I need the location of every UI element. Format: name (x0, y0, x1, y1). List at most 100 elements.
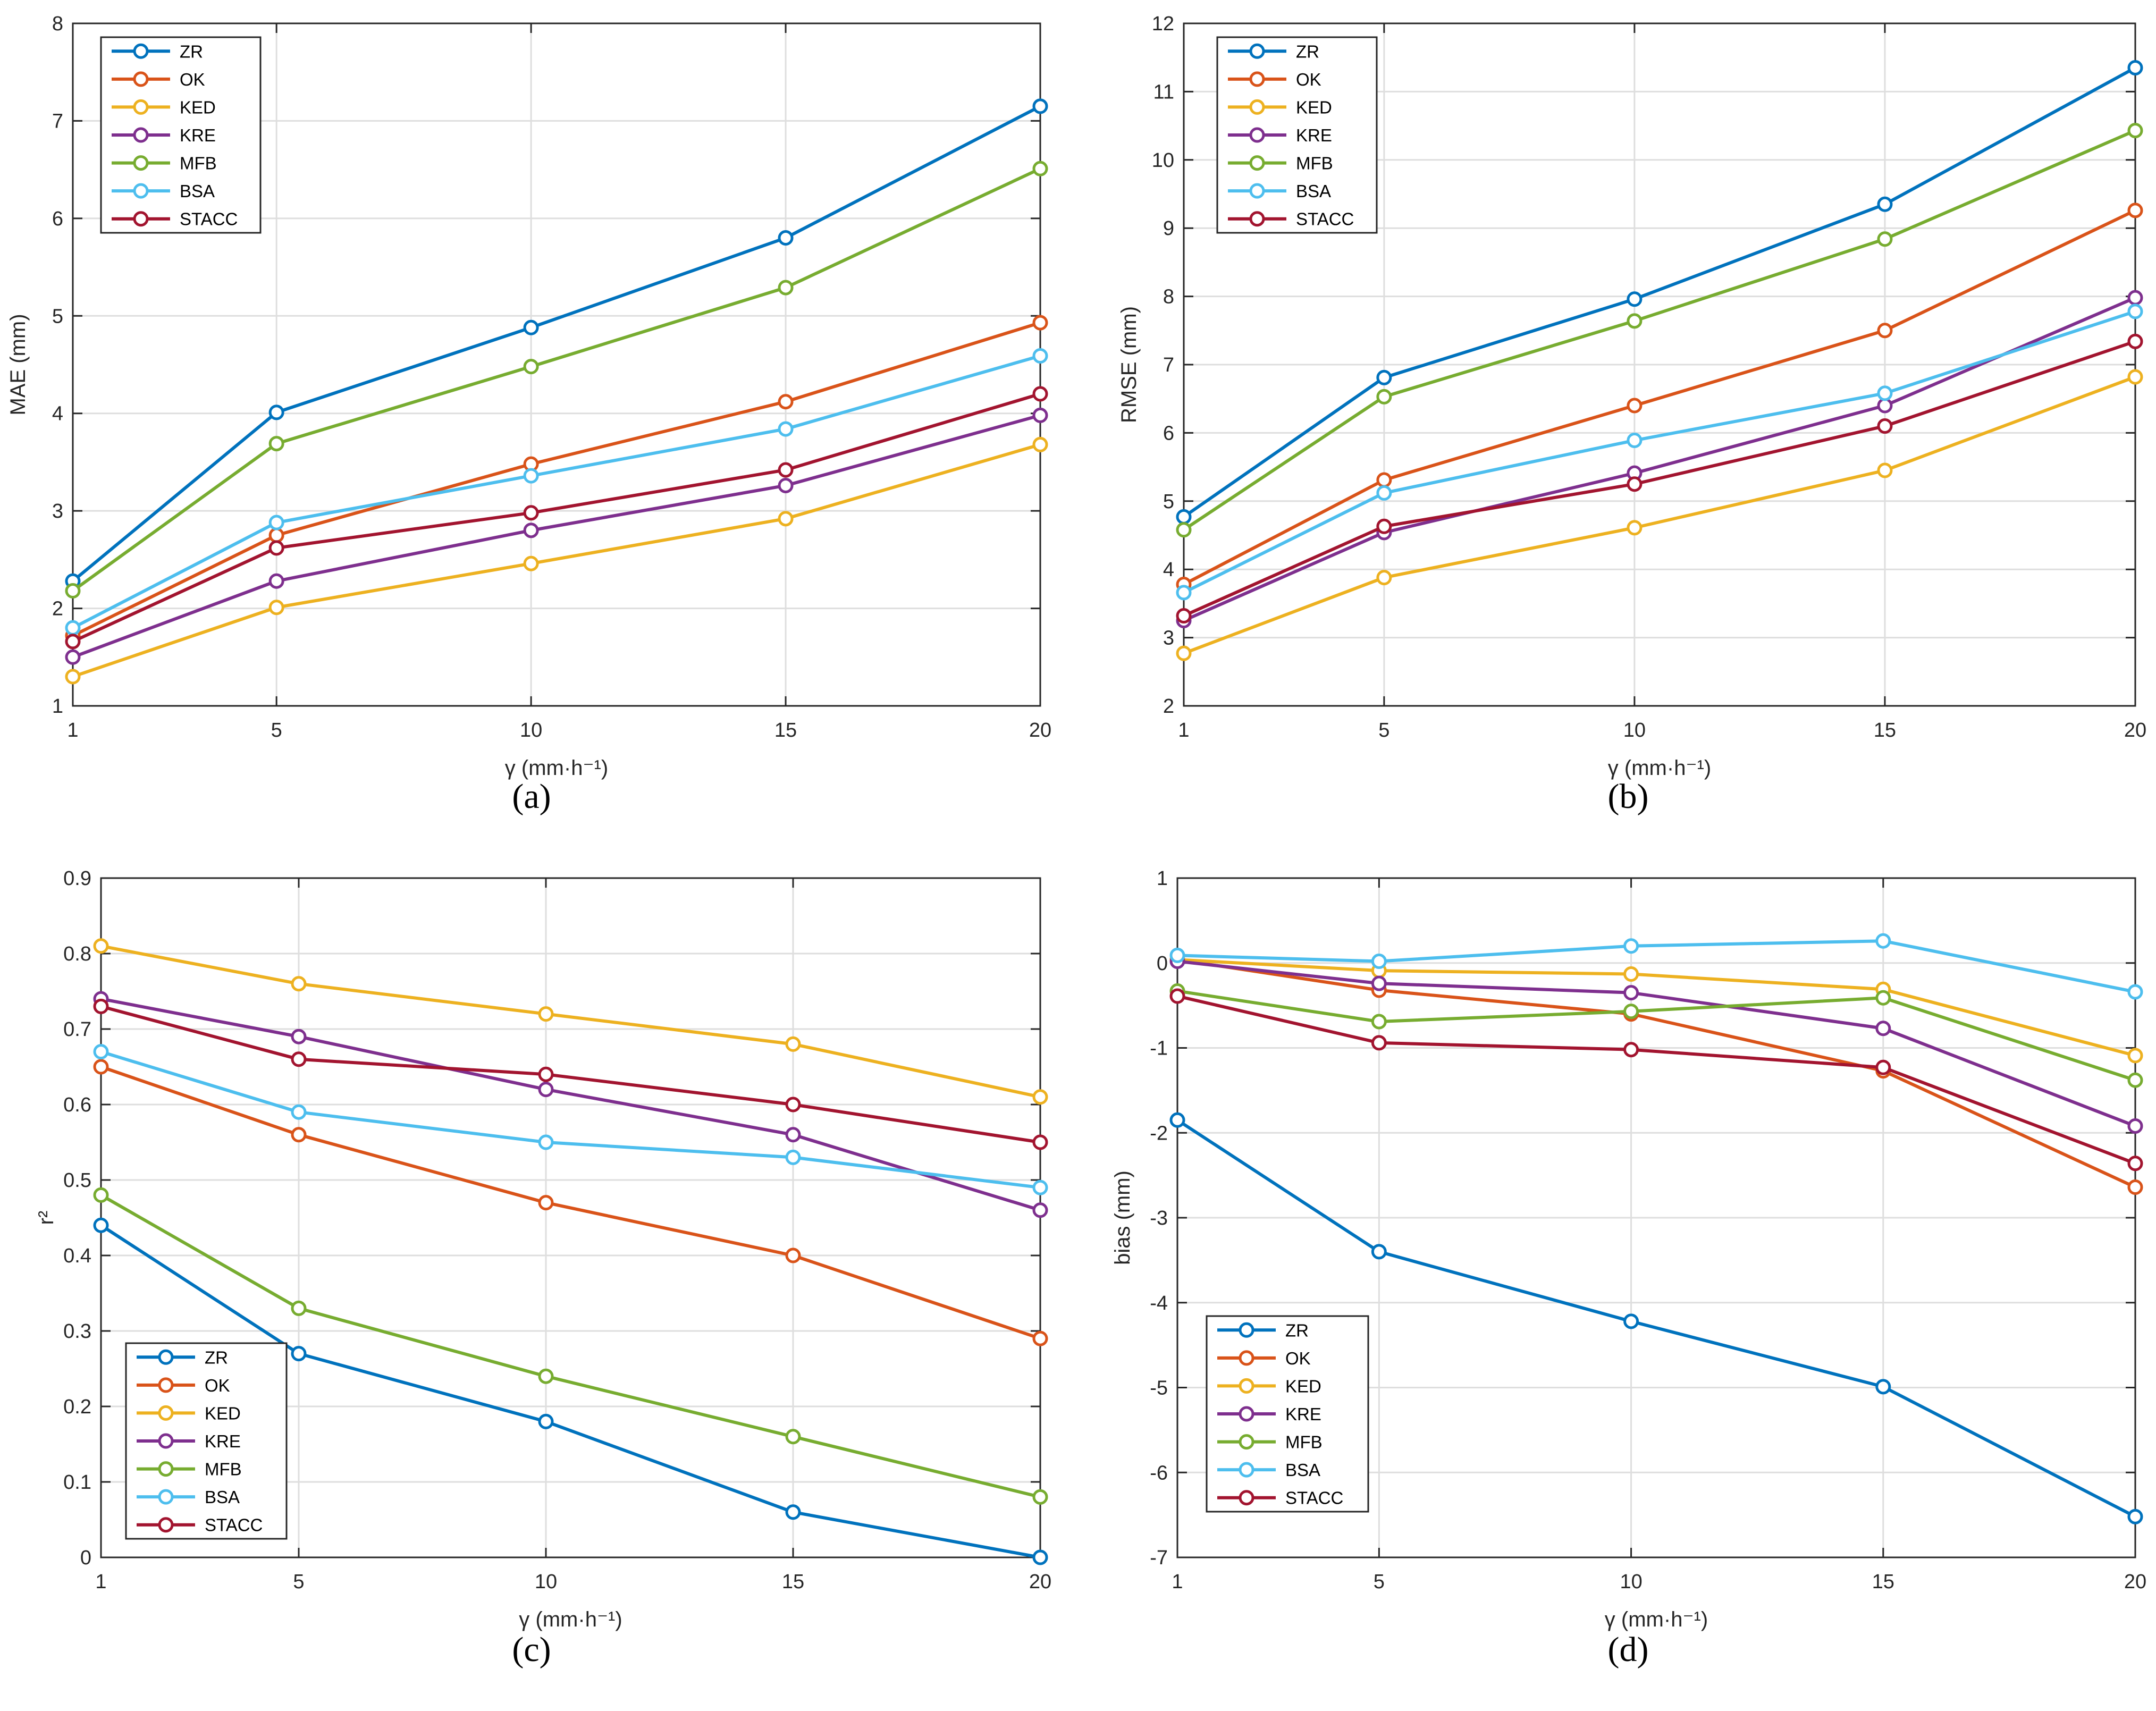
legend-label-STACC: STACC (1285, 1488, 1343, 1508)
legend-label-KRE: KRE (180, 125, 216, 145)
y-tick-label: 0.7 (63, 1018, 91, 1041)
legend-marker-OK (133, 71, 149, 87)
data-point-BSA (1032, 348, 1048, 364)
data-point-STACC (1371, 1035, 1387, 1051)
data-point-STACC (93, 998, 109, 1014)
y-tick-label: 2 (52, 598, 63, 620)
legend-label-KED: KED (1296, 97, 1332, 117)
legend-marker-MFB (158, 1461, 174, 1477)
y-tick-label: 12 (1152, 13, 1174, 35)
y-tick-label: 0 (1157, 953, 1168, 975)
legend-label-KED: KED (180, 97, 216, 117)
data-point-ZR (1169, 1112, 1185, 1128)
data-point-KED (1877, 462, 1893, 478)
data-point-KRE (1032, 1202, 1048, 1218)
legend-label-MFB: MFB (1296, 154, 1333, 173)
data-point-KRE (291, 1029, 307, 1044)
legend-label-ZR: ZR (205, 1347, 228, 1367)
data-point-KRE (523, 522, 539, 538)
data-point-STACC (785, 1097, 801, 1112)
legend-label-KRE: KRE (1296, 125, 1332, 145)
data-point-KRE (1623, 985, 1639, 1001)
x-tick-label: 10 (1623, 719, 1646, 741)
data-point-KRE (1877, 398, 1893, 414)
legend-label-OK: OK (180, 70, 205, 89)
data-point-KRE (2127, 290, 2143, 306)
legend-label-KRE: KRE (1285, 1404, 1321, 1424)
data-point-BSA (1627, 433, 1643, 449)
data-point-MFB (1877, 231, 1893, 247)
legend-marker-BSA (158, 1489, 174, 1505)
data-point-MFB (1371, 1014, 1387, 1030)
y-tick-label: 9 (1163, 217, 1174, 240)
data-point-OK (1627, 398, 1643, 414)
y-tick-label: 0.2 (63, 1396, 91, 1418)
legend-label-OK: OK (1296, 70, 1321, 89)
data-point-ZR (538, 1413, 554, 1429)
data-point-ZR (523, 319, 539, 335)
data-point-MFB (1032, 1489, 1048, 1505)
legend-label-KED: KED (205, 1403, 241, 1423)
data-point-KRE (538, 1082, 554, 1098)
y-tick-label: 8 (1163, 286, 1174, 308)
data-point-BSA (538, 1134, 554, 1150)
data-point-ZR (1877, 196, 1893, 212)
legend: ZR OK KED KRE MFB BSA STACC (100, 36, 262, 234)
legend-marker-KED (158, 1405, 174, 1421)
y-tick-label: 0.5 (63, 1169, 91, 1192)
legend-marker-OK (1239, 1350, 1254, 1366)
y-tick-label: -6 (1150, 1462, 1168, 1484)
legend-marker-KED (133, 99, 149, 115)
data-point-BSA (2127, 984, 2143, 1000)
data-point-BSA (1176, 585, 1192, 601)
data-point-KED (1032, 436, 1048, 452)
y-tick-label: 0.6 (63, 1094, 91, 1116)
data-point-ZR (1371, 1244, 1387, 1260)
y-tick-label: -3 (1150, 1207, 1168, 1229)
legend: ZR OK KED KRE MFB BSA STACC (1206, 1315, 1369, 1513)
y-axis-label: MAE (mm) (6, 314, 30, 415)
x-tick-label: 1 (95, 1571, 106, 1593)
data-point-STACC (523, 505, 539, 521)
data-point-STACC (268, 540, 284, 556)
x-tick-label: 10 (535, 1571, 557, 1593)
data-point-BSA (65, 620, 81, 636)
y-tick-label: 0.8 (63, 943, 91, 965)
data-point-MFB (291, 1300, 307, 1316)
legend-label-OK: OK (1285, 1348, 1311, 1368)
y-tick-label: 0 (80, 1547, 91, 1569)
data-point-STACC (538, 1066, 554, 1082)
data-point-BSA (1376, 485, 1392, 501)
data-point-OK (1032, 315, 1048, 331)
panel-label: (d) (1608, 1630, 1649, 1669)
panel-label: (c) (512, 1630, 551, 1669)
data-point-STACC (1376, 518, 1392, 534)
legend-marker-MFB (1239, 1434, 1254, 1450)
legend-marker-STACC (133, 211, 149, 227)
legend-marker-BSA (1249, 183, 1265, 199)
x-tick-label: 20 (2124, 1571, 2146, 1593)
legend-label-BSA: BSA (180, 181, 215, 201)
data-point-MFB (1627, 313, 1643, 329)
data-point-STACC (1875, 1059, 1891, 1075)
data-point-KED (1032, 1089, 1048, 1105)
data-point-BSA (93, 1044, 109, 1060)
data-point-MFB (2127, 123, 2143, 139)
x-tick-label: 20 (2124, 719, 2146, 741)
data-point-ZR (2127, 1508, 2143, 1524)
x-tick-label: 1 (1178, 719, 1189, 741)
data-point-KRE (2127, 1118, 2143, 1134)
data-point-KRE (65, 649, 81, 665)
y-tick-label: -7 (1150, 1547, 1168, 1569)
data-point-MFB (1176, 522, 1192, 538)
y-tick-label: 4 (1163, 559, 1174, 581)
x-tick-label: 5 (1374, 1571, 1385, 1593)
y-tick-label: 7 (1163, 354, 1174, 376)
data-point-ZR (93, 1217, 109, 1233)
data-point-STACC (65, 634, 81, 650)
y-axis-label: r² (35, 1211, 58, 1225)
data-point-KED (538, 1006, 554, 1022)
data-point-KED (785, 1036, 801, 1052)
